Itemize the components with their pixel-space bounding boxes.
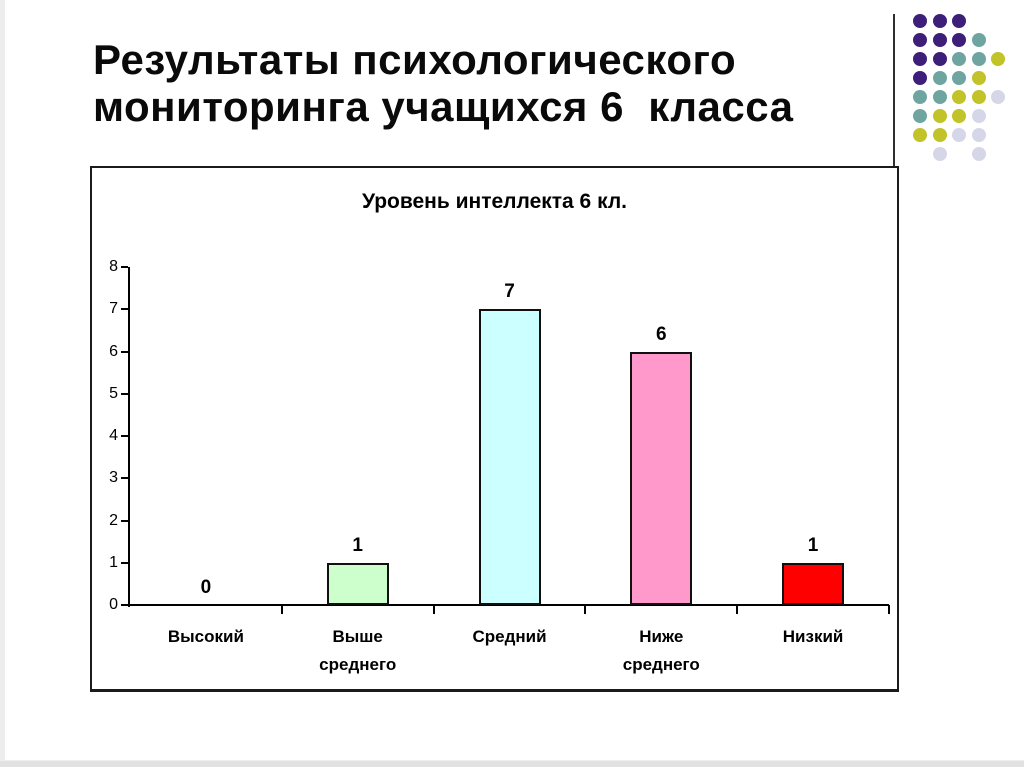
y-tick-label: 6 [109,342,118,360]
x-axis-tick [888,605,890,614]
chart-frame: Уровень интеллекта 6 кл. 0 1 2 3 4 5 6 7 8 0 Высок… [90,166,899,692]
y-axis-tick [121,266,128,268]
x-axis-tick [280,605,283,614]
decoration-dot [971,52,986,67]
y-tick-label: 5 [109,384,118,402]
decoration-dot [913,14,927,28]
y-axis-tick [121,308,128,311]
category-label-text: Средний [472,627,547,646]
category-label-text: Ниже среднего [622,627,700,674]
decoration-dot [932,33,947,48]
decoration-dot [913,52,927,67]
decoration-dot [971,109,986,124]
y-axis-tick [121,392,128,395]
category-label: Ниже среднего [585,623,737,679]
y-tick-label: 3 [109,469,118,487]
slide-title-line-1: Результаты психологического [93,36,737,83]
bar [630,351,693,605]
category-label-text: Высокий [167,627,244,646]
decoration-dot [932,52,947,67]
decoration-dot [971,90,986,105]
decoration-dot [971,33,986,48]
decoration-dot [971,147,986,162]
decoration-dot [913,109,927,124]
bar-value-label: 6 [656,323,667,345]
slide-left-edge [0,0,5,767]
bar-value-label: 0 [200,577,212,598]
decoration-dot [971,128,986,143]
y-axis-tick [121,561,128,564]
decoration-dot [932,109,947,124]
bar-value-label: 1 [807,534,819,556]
category-label-text: Низкий [782,627,844,646]
decoration-dot [932,14,947,28]
decoration-dot [913,90,927,105]
y-axis-line [128,267,130,607]
decoration-dot [932,147,947,162]
bar [782,562,845,605]
decoration-dot [932,128,947,143]
decoration-dot [913,71,927,86]
decoration-dot [952,33,966,48]
decoration-dot [913,33,927,48]
title-divider-line [893,14,895,166]
category-label: Высокий [130,623,282,651]
category-label: Выше среднего [282,623,434,679]
bar [326,562,389,605]
category-label: Низкий [737,623,889,651]
decoration-dot [913,128,927,143]
y-axis-tick [121,477,128,480]
slide-title-line-2: мониторинга учащихся 6 класса [93,83,794,130]
x-axis-tick [432,605,435,614]
dot-pattern-decoration [913,14,1023,176]
chart-title: Уровень интеллекта 6 кл. [361,190,628,213]
decoration-dot [952,71,966,86]
y-tick-label: 0 [109,596,118,613]
bar-value-label: 7 [504,281,515,303]
decoration-dot [991,52,1005,67]
bar [478,309,541,605]
category-label-text: Выше среднего [319,627,397,674]
y-tick-label: 1 [109,553,118,571]
decoration-dot [952,90,966,105]
decoration-dot [971,71,986,86]
x-axis-line [123,604,889,606]
decoration-dot [952,128,966,143]
y-tick-label: 4 [109,427,118,444]
decoration-dot [952,14,966,28]
y-tick-label: 7 [109,300,118,318]
slide-title: Результаты психологического мониторинга … [93,36,893,130]
decoration-dot [952,52,966,67]
y-axis-tick [121,519,128,522]
y-axis-tick [121,604,128,606]
bar-value-label: 1 [352,534,363,556]
category-label: Средний [434,623,586,651]
decoration-dot [991,90,1005,105]
y-axis-tick [121,435,128,437]
decoration-dot [952,109,966,124]
decoration-dot [932,71,947,86]
slide-bottom-edge [0,760,1024,767]
x-axis-tick [584,605,587,614]
y-axis-tick [121,350,128,353]
x-axis-tick [736,605,739,614]
y-tick-label: 2 [109,511,118,529]
y-tick-label: 8 [109,258,118,275]
decoration-dot [932,90,947,105]
